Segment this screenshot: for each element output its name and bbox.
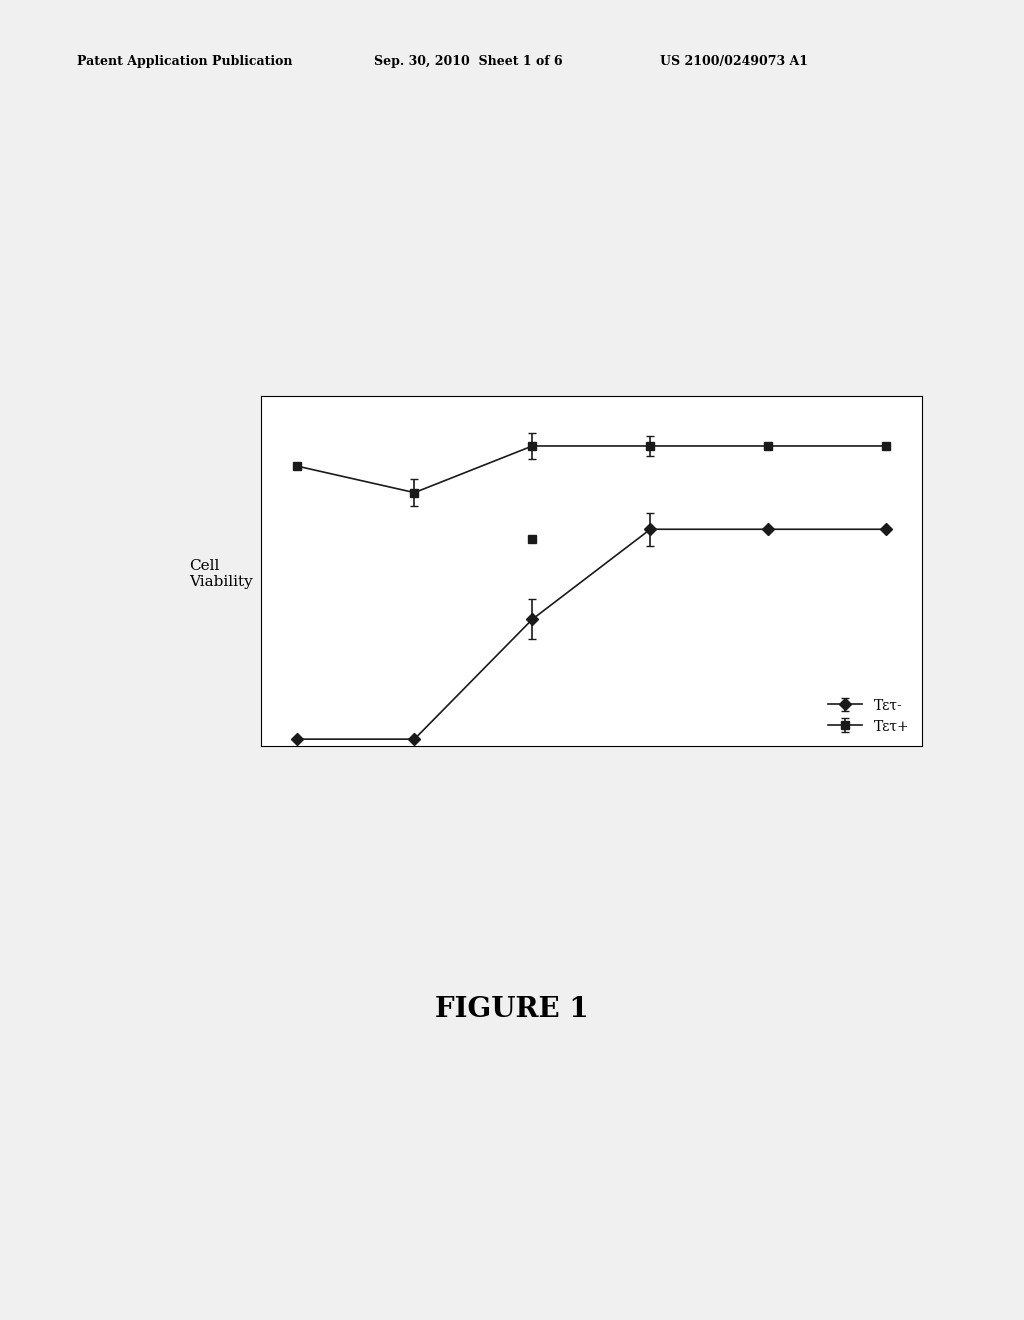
- Legend: Tετ-, Tετ+: Tετ-, Tετ+: [822, 693, 914, 739]
- Text: Cell
Viability: Cell Viability: [189, 560, 253, 589]
- Text: Sep. 30, 2010  Sheet 1 of 6: Sep. 30, 2010 Sheet 1 of 6: [374, 55, 562, 69]
- Text: US 2100/0249073 A1: US 2100/0249073 A1: [660, 55, 809, 69]
- Text: FIGURE 1: FIGURE 1: [435, 997, 589, 1023]
- Text: Patent Application Publication: Patent Application Publication: [77, 55, 292, 69]
